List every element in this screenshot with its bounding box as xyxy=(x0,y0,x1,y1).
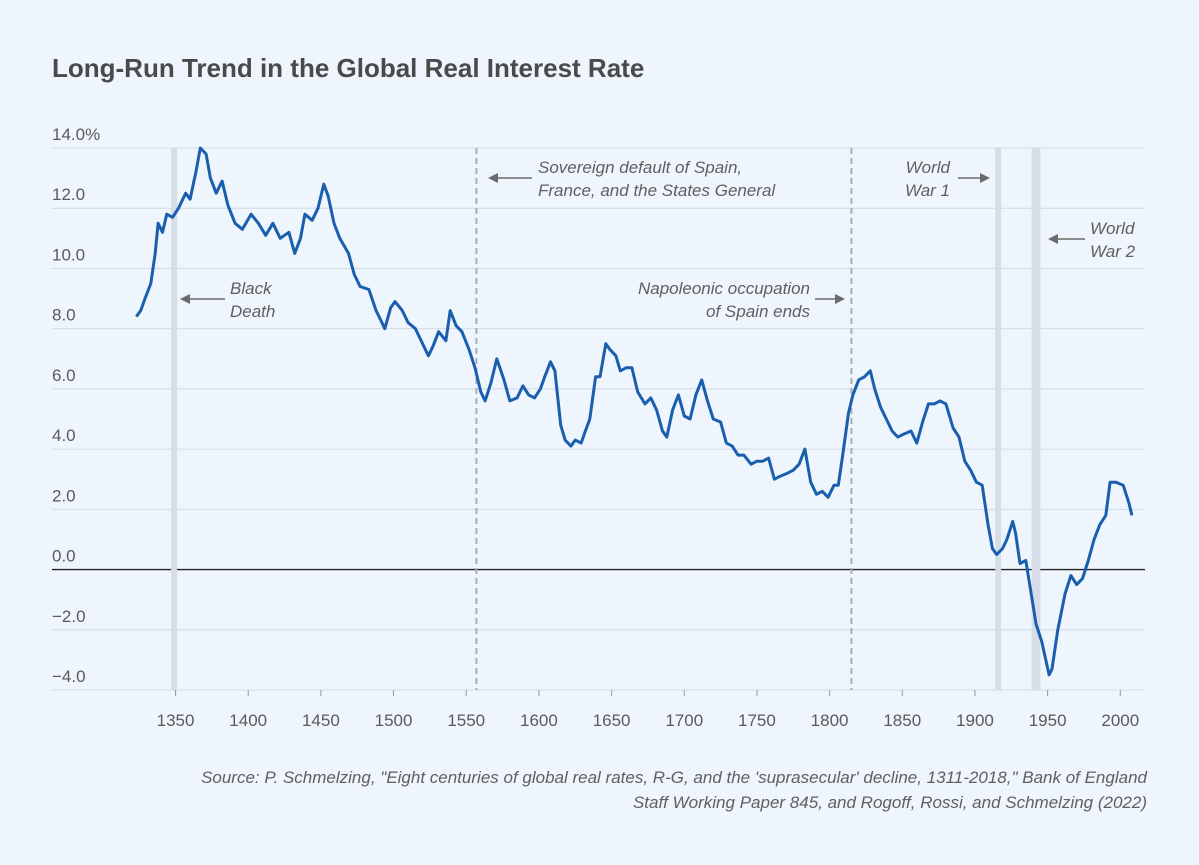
y-tick-label: 2.0 xyxy=(52,486,76,505)
x-tick-label: 1650 xyxy=(593,711,631,730)
annotation: World xyxy=(1090,219,1135,238)
event-band xyxy=(1031,148,1041,690)
annotation: France, and the States General xyxy=(538,181,776,200)
x-tick-label: 1700 xyxy=(665,711,703,730)
plot xyxy=(135,146,1134,677)
x-tick-label: 1950 xyxy=(1029,711,1067,730)
chart-title: Long-Run Trend in the Global Real Intere… xyxy=(52,53,644,83)
grid: −4.0 −2.0 0.0 2.0 4.0 6.0 8.0 10.0 12.0 14.0% 1350… xyxy=(52,125,1145,730)
x-tick-label: 1450 xyxy=(302,711,340,730)
annotation: of Spain ends xyxy=(706,302,810,321)
event-band xyxy=(171,148,177,690)
x-tick-label: 1550 xyxy=(447,711,485,730)
x-tick-label: 1400 xyxy=(229,711,267,730)
x-tick-label: 1350 xyxy=(157,711,195,730)
arrow-head xyxy=(835,294,845,304)
x-tick-label: 1500 xyxy=(375,711,413,730)
annotation: War 2 xyxy=(1090,242,1136,261)
y-tick-label: 4.0 xyxy=(52,426,76,445)
x-tick-label: 1900 xyxy=(956,711,994,730)
annotation: Black xyxy=(230,279,273,298)
annotation: Death xyxy=(230,302,275,321)
y-tick-label: 10.0 xyxy=(52,245,85,264)
x-tick-label: 1800 xyxy=(811,711,849,730)
y-tick-label: 6.0 xyxy=(52,366,76,385)
y-tick-label: −2.0 xyxy=(52,607,86,626)
annotation: Sovereign default of Spain, xyxy=(538,158,742,177)
annotation: Napoleonic occupation xyxy=(638,279,810,298)
arrow-head xyxy=(980,173,990,183)
annotation: World xyxy=(906,158,951,177)
x-tick-label: 2000 xyxy=(1101,711,1139,730)
y-tick-label: 8.0 xyxy=(52,306,76,325)
arrow-head xyxy=(1048,234,1058,244)
y-tick-label: 0.0 xyxy=(52,547,76,566)
source: Source: P. Schmelzing, "Eight centuries … xyxy=(201,768,1147,787)
arrow-head xyxy=(180,294,190,304)
annotation: War 1 xyxy=(905,181,950,200)
y-tick-label: −4.0 xyxy=(52,667,86,686)
events: Black Death Sovereign default of Spain, Fra… xyxy=(171,148,1136,690)
x-tick-label: 1600 xyxy=(520,711,558,730)
x-tick-label: 1750 xyxy=(738,711,776,730)
y-tick-label: 14.0% xyxy=(52,125,100,144)
y-tick-label: 12.0 xyxy=(52,185,85,204)
source: Staff Working Paper 845, and Rogoff, Ros… xyxy=(633,793,1147,812)
data-line xyxy=(135,146,1134,677)
event-band xyxy=(995,148,1002,690)
x-tick-label: 1850 xyxy=(883,711,921,730)
arrow-head xyxy=(488,173,498,183)
